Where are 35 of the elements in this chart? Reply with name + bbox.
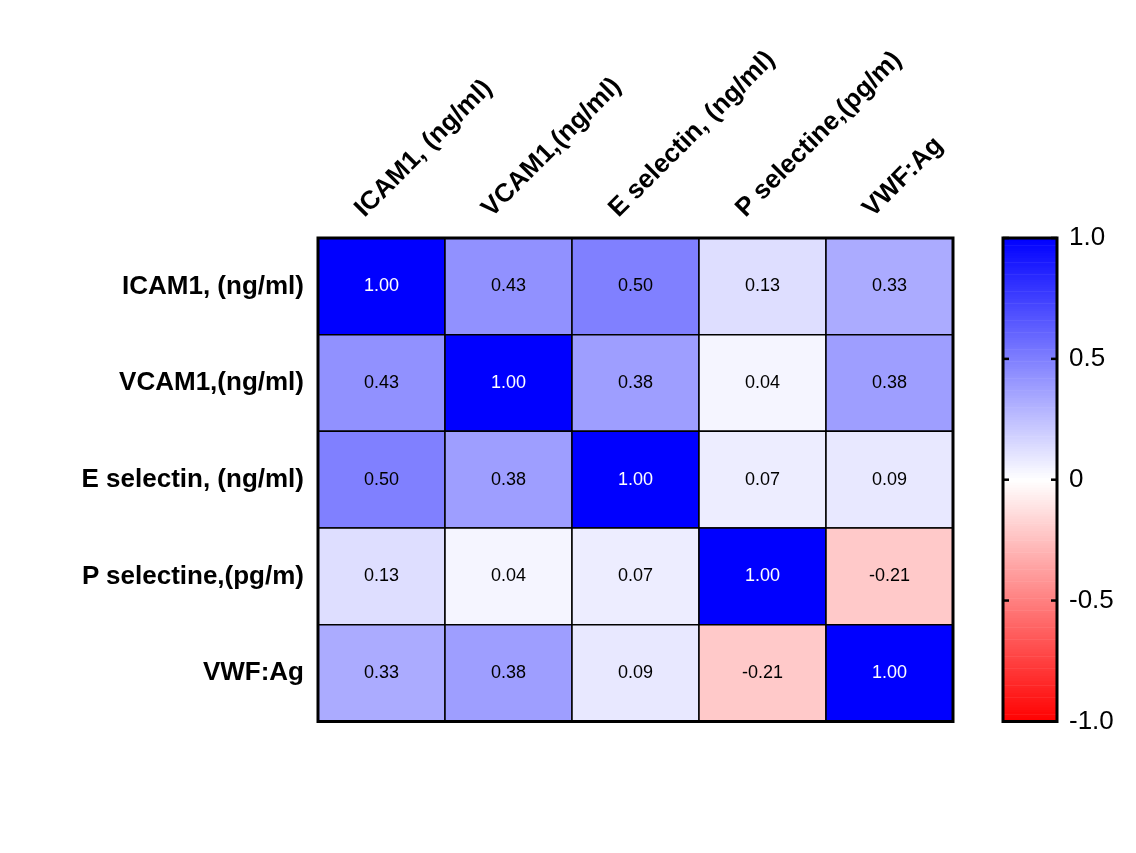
color-bar-label: 1.0: [1069, 221, 1106, 252]
data-label: 0.43: [490, 275, 527, 296]
data-label: 0.04: [490, 565, 527, 586]
data-label: 0.09: [617, 662, 654, 683]
data-label: 0.38: [871, 371, 908, 392]
data-label: 0.13: [363, 565, 400, 586]
data-label: 0.50: [617, 275, 654, 296]
color-bar-label: -1.0: [1069, 704, 1114, 735]
data-label: 0.33: [871, 275, 908, 296]
color-bar-label: 0.5: [1069, 342, 1106, 373]
data-label: 1.00: [363, 275, 400, 296]
data-label: 0.13: [744, 275, 781, 296]
data-label: 0.43: [363, 371, 400, 392]
data-label: -0.21: [741, 662, 784, 683]
data-label: 1.00: [490, 371, 527, 392]
data-label: 0.04: [744, 371, 781, 392]
data-label: 1.00: [744, 565, 781, 586]
data-label: 1.00: [871, 662, 908, 683]
data-label: -0.21: [868, 565, 911, 586]
data-label: 0.07: [744, 468, 781, 489]
y-tick-label: VWF:Ag: [202, 656, 304, 687]
color-bar-label: 0: [1069, 462, 1084, 493]
data-label: 0.50: [363, 468, 400, 489]
y-tick-label: P selectine,(pg/m): [81, 559, 304, 590]
data-label: 0.07: [617, 565, 654, 586]
y-tick-label: ICAM1, (ng/ml): [122, 269, 304, 300]
y-tick-label: VCAM1,(ng/ml): [119, 366, 304, 397]
y-tick-label: E selectin, (ng/ml): [81, 462, 304, 493]
data-label: 0.38: [617, 371, 654, 392]
data-label: 0.33: [363, 662, 400, 683]
data-label: 1.00: [617, 468, 654, 489]
data-label: 0.38: [490, 662, 527, 683]
data-label: 0.09: [871, 468, 908, 489]
data-label: 0.38: [490, 468, 527, 489]
color-bar-label: -0.5: [1069, 583, 1114, 614]
